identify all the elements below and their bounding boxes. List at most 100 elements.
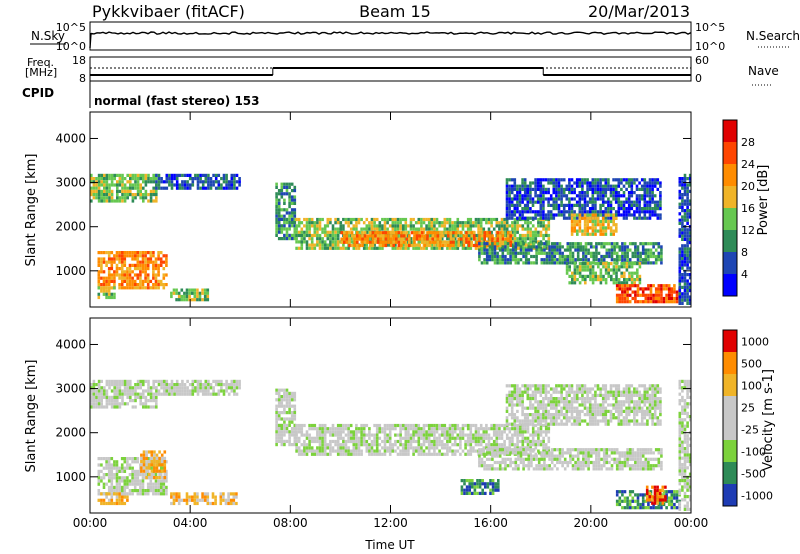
range-gate-cell xyxy=(597,274,600,278)
range-gate-cell xyxy=(602,274,605,278)
range-gate-cell xyxy=(321,452,324,456)
range-gate-cell xyxy=(235,386,239,390)
range-gate-cell xyxy=(128,466,132,470)
range-gate-cell xyxy=(146,276,150,280)
range-gate-cell xyxy=(586,178,589,182)
range-gate-cell xyxy=(470,240,473,244)
range-gate-cell xyxy=(644,296,648,301)
range-gate-cell xyxy=(275,443,278,447)
range-gate-cell xyxy=(634,248,637,252)
range-gate-cell xyxy=(623,287,627,291)
range-gate-cell xyxy=(678,218,682,222)
range-gate-cell xyxy=(115,485,119,489)
range-gate-cell xyxy=(438,449,441,453)
range-gate-cell xyxy=(615,293,619,297)
range-gate-cell xyxy=(570,232,574,236)
range-gate-cell xyxy=(675,300,679,304)
range-gate-cell xyxy=(347,436,350,440)
range-gate-cell xyxy=(126,283,129,287)
range-gate-cell xyxy=(615,278,618,282)
range-gate-cell xyxy=(516,436,519,440)
range-gate-cell xyxy=(128,457,132,461)
range-gate-cell xyxy=(617,203,621,207)
range-gate-cell xyxy=(144,286,147,290)
range-gate-cell xyxy=(646,203,649,207)
range-gate-cell xyxy=(149,389,153,393)
range-gate-cell xyxy=(441,243,445,248)
range-gate-cell xyxy=(214,379,218,383)
range-gate-cell xyxy=(657,245,661,249)
range-gate-cell xyxy=(336,439,340,444)
range-gate-cell xyxy=(623,284,627,288)
range-gate-cell xyxy=(375,443,379,447)
range-gate-cell xyxy=(381,246,384,250)
range-gate-cell xyxy=(105,173,109,177)
range-gate-cell xyxy=(100,180,103,184)
range-gate-cell xyxy=(144,276,147,280)
range-gate-cell xyxy=(326,452,330,456)
range-gate-cell xyxy=(681,263,684,267)
range-gate-cell xyxy=(285,185,289,189)
range-gate-cell xyxy=(469,439,473,444)
range-gate-cell xyxy=(495,221,499,225)
range-gate-cell xyxy=(277,189,281,193)
range-gate-cell xyxy=(303,233,306,238)
range-gate-cell xyxy=(105,402,109,406)
range-gate-cell xyxy=(625,278,629,282)
range-gate-cell xyxy=(118,276,121,280)
ytick-label-3: 4000 xyxy=(55,131,86,145)
range-gate-cell xyxy=(160,453,164,457)
range-gate-cell xyxy=(162,260,166,264)
range-gate-cell xyxy=(149,392,153,396)
range-gate-cell xyxy=(201,180,205,184)
range-gate-cell xyxy=(404,430,408,434)
range-gate-cell xyxy=(188,177,192,181)
range-gate-cell xyxy=(647,251,650,255)
range-gate-cell xyxy=(688,273,692,277)
range-gate-cell xyxy=(573,281,577,285)
range-gate-cell xyxy=(615,223,618,227)
range-gate-cell xyxy=(623,262,626,266)
range-gate-cell xyxy=(651,184,654,188)
range-gate-cell xyxy=(573,187,576,191)
range-gate-cell xyxy=(628,262,631,266)
range-gate-cell xyxy=(142,463,146,467)
range-gate-cell xyxy=(120,466,124,470)
range-gate-cell xyxy=(648,200,652,204)
range-gate-cell xyxy=(375,224,379,228)
range-gate-cell xyxy=(209,186,213,190)
range-gate-cell xyxy=(103,386,106,390)
range-gate-cell xyxy=(591,210,595,214)
range-gate-cell xyxy=(225,177,228,181)
range-gate-cell xyxy=(469,446,473,450)
range-gate-cell xyxy=(643,181,647,185)
range-gate-cell xyxy=(277,411,281,415)
range-gate-cell xyxy=(173,173,176,177)
range-gate-cell xyxy=(120,283,124,287)
range-gate-cell xyxy=(453,237,457,241)
range-gate-cell xyxy=(280,398,284,402)
range-gate-cell xyxy=(194,379,197,383)
range-gate-cell xyxy=(227,495,230,499)
range-gate-cell xyxy=(591,265,595,269)
range-gate-cell xyxy=(280,443,284,447)
range-gate-cell xyxy=(336,227,340,231)
range-gate-cell xyxy=(557,178,561,182)
range-gate-cell xyxy=(524,243,527,247)
range-gate-cell xyxy=(688,295,692,299)
range-gate-cell xyxy=(465,237,468,241)
range-gate-cell xyxy=(136,276,140,280)
range-gate-cell xyxy=(591,229,595,233)
range-gate-cell xyxy=(352,452,356,456)
range-gate-cell xyxy=(544,213,548,217)
range-gate-cell xyxy=(128,254,132,258)
range-gate-cell xyxy=(576,248,580,252)
range-gate-cell xyxy=(110,473,114,477)
range-gate-cell xyxy=(116,183,119,187)
range-gate-cell xyxy=(443,446,447,450)
range-gate-cell xyxy=(288,185,291,189)
range-gate-cell xyxy=(653,213,657,217)
range-gate-cell xyxy=(227,492,230,496)
range-gate-cell xyxy=(498,423,501,428)
range-gate-cell xyxy=(394,227,397,231)
